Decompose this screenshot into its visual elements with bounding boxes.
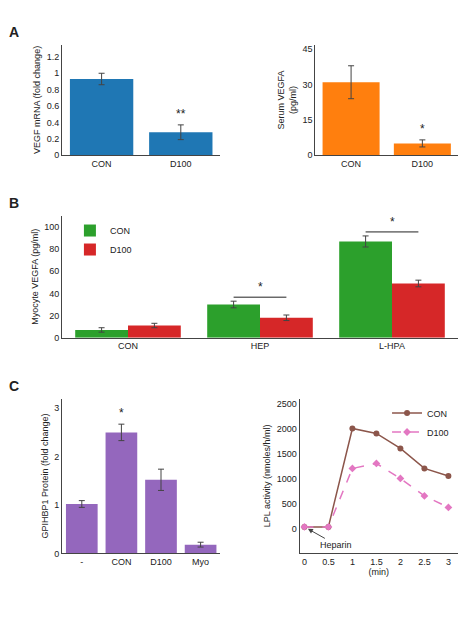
svg-text:*: * [390, 215, 395, 229]
svg-text:VEGF mRNA (fold change): VEGF mRNA (fold change) [32, 46, 42, 154]
svg-text:3: 3 [54, 403, 59, 413]
svg-text:0: 0 [54, 549, 59, 559]
svg-text:0.6: 0.6 [47, 101, 60, 111]
svg-text:2: 2 [398, 557, 403, 567]
svg-text:1: 1 [350, 557, 355, 567]
svg-text:CON: CON [427, 409, 447, 419]
svg-text:0: 0 [54, 333, 59, 343]
svg-text:*: * [420, 122, 425, 136]
svg-text:Myocyte VEGFA (pg/ml): Myocyte VEGFA (pg/ml) [30, 229, 40, 325]
svg-text:LPL activity (nmoles/h/ml): LPL activity (nmoles/h/ml) [262, 425, 272, 528]
svg-text:CON: CON [92, 159, 112, 169]
svg-text:2500: 2500 [277, 399, 297, 409]
svg-text:HEP: HEP [251, 341, 270, 351]
svg-text:C: C [9, 378, 19, 394]
svg-text:1.2: 1.2 [47, 52, 60, 62]
svg-text:1: 1 [54, 500, 59, 510]
svg-text:*: * [119, 406, 124, 420]
svg-text:15: 15 [303, 115, 313, 125]
svg-text:3: 3 [446, 557, 451, 567]
svg-text:0: 0 [292, 524, 297, 534]
svg-text:60: 60 [49, 266, 59, 276]
svg-text:Heparin: Heparin [320, 540, 352, 550]
svg-text:2.5: 2.5 [418, 557, 431, 567]
svg-text:Serum VEGFA(pg/ml): Serum VEGFA(pg/ml) [276, 70, 298, 129]
svg-text:L-HPA: L-HPA [379, 341, 405, 351]
svg-text:1: 1 [54, 68, 59, 78]
svg-text:D100: D100 [427, 428, 449, 438]
svg-text:D100: D100 [150, 557, 172, 567]
svg-text:CON: CON [118, 341, 138, 351]
svg-text:CON: CON [110, 226, 130, 236]
svg-text:45: 45 [303, 44, 313, 54]
svg-text:D100: D100 [110, 245, 132, 255]
svg-text:500: 500 [282, 499, 297, 509]
svg-text:0: 0 [308, 150, 313, 160]
svg-text:**: ** [176, 107, 186, 121]
svg-text:D100: D100 [412, 159, 434, 169]
svg-text:0.4: 0.4 [47, 118, 60, 128]
svg-text:100: 100 [44, 222, 59, 232]
svg-text:0: 0 [54, 150, 59, 160]
svg-text:0.8: 0.8 [47, 85, 60, 95]
svg-text:0.2: 0.2 [47, 134, 60, 144]
svg-text:80: 80 [49, 244, 59, 254]
svg-text:-: - [80, 557, 83, 567]
svg-text:1000: 1000 [277, 474, 297, 484]
svg-text:1500: 1500 [277, 449, 297, 459]
svg-text:Myo: Myo [192, 557, 209, 567]
svg-text:0.5: 0.5 [322, 557, 335, 567]
svg-text:A: A [9, 24, 19, 40]
svg-text:2000: 2000 [277, 424, 297, 434]
svg-text:40: 40 [49, 289, 59, 299]
svg-text:CON: CON [341, 159, 361, 169]
svg-text:30: 30 [303, 80, 313, 90]
svg-text:B: B [9, 195, 19, 211]
svg-text:1.5: 1.5 [370, 557, 383, 567]
svg-text:(min): (min) [369, 567, 390, 577]
svg-text:*: * [258, 280, 263, 294]
svg-text:20: 20 [49, 311, 59, 321]
svg-text:GPIHBP1 Protein (fold change): GPIHBP1 Protein (fold change) [40, 413, 50, 538]
svg-text:0: 0 [302, 557, 307, 567]
svg-text:CON: CON [111, 557, 131, 567]
svg-text:2: 2 [54, 452, 59, 462]
svg-text:D100: D100 [170, 159, 192, 169]
